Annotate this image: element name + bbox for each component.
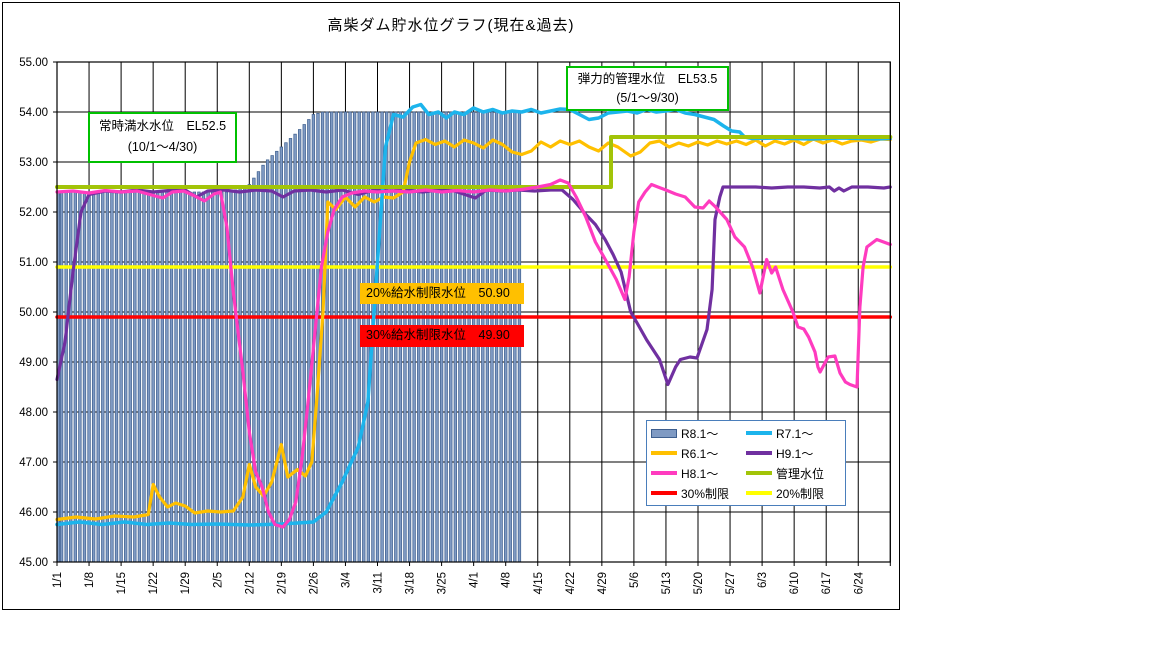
x-tick-label: 6/17 bbox=[821, 572, 833, 594]
y-tick-label: 45.00 bbox=[19, 557, 48, 569]
y-tick-label: 55.00 bbox=[19, 57, 48, 69]
legend-swatch-h8 bbox=[651, 471, 677, 475]
legend-swatch-h9 bbox=[746, 451, 772, 455]
x-tick-label: 1/22 bbox=[148, 572, 160, 594]
legend-item-h8: H8.1～ bbox=[651, 465, 746, 482]
legend-item-control-level: 管理水位 bbox=[746, 465, 841, 482]
x-tick-label: 6/10 bbox=[789, 572, 801, 594]
annotation-flexible-level-line1: 弾力的管理水位 EL53.5 bbox=[577, 72, 718, 86]
y-tick-label: 49.00 bbox=[19, 357, 48, 369]
x-tick-label: 2/5 bbox=[212, 572, 224, 588]
x-tick-label: 3/11 bbox=[373, 572, 385, 594]
x-tick-label: 5/6 bbox=[629, 572, 641, 588]
x-tick-label: 6/3 bbox=[757, 572, 769, 588]
legend-swatch-r6 bbox=[651, 451, 677, 455]
annotation-normal-full-level-line1: 常時満水水位 EL52.5 bbox=[98, 119, 227, 133]
x-tick-label: 5/20 bbox=[693, 572, 705, 594]
y-tick-label: 48.00 bbox=[19, 407, 48, 419]
label-30pct-restriction-level: 30%給水制限水位 49.90 bbox=[360, 325, 524, 347]
legend-label-r8: R8.1～ bbox=[681, 426, 719, 441]
legend-label-h9: H9.1～ bbox=[776, 446, 814, 461]
x-tick-label: 4/8 bbox=[501, 572, 513, 588]
annotation-flexible-level: 弾力的管理水位 EL53.5 (5/1～9/30) bbox=[566, 66, 729, 111]
legend-item-r6: R6.1～ bbox=[651, 445, 746, 462]
legend-item-30pct: 30%制限 bbox=[651, 485, 746, 502]
x-tick-label: 1/29 bbox=[180, 572, 192, 594]
legend-label-20pct: 20%制限 bbox=[776, 486, 825, 501]
x-tick-label: 4/22 bbox=[565, 572, 577, 594]
legend-label-r7: R7.1～ bbox=[776, 426, 814, 441]
legend-swatch-r7 bbox=[746, 431, 772, 435]
x-tick-label: 4/1 bbox=[469, 572, 481, 588]
y-tick-label: 50.00 bbox=[19, 307, 48, 319]
chart-title: 高柴ダム貯水位グラフ(現在&過去) bbox=[327, 17, 575, 34]
annotation-normal-full-level: 常時満水水位 EL52.5 (10/1～4/30) bbox=[88, 112, 237, 163]
y-tick-label: 54.00 bbox=[19, 107, 48, 119]
legend-item-20pct: 20%制限 bbox=[746, 485, 841, 502]
y-tick-label: 51.00 bbox=[19, 257, 48, 269]
x-tick-label: 6/24 bbox=[853, 571, 865, 594]
annotation-flexible-level-line2: (5/1～9/30) bbox=[616, 91, 679, 106]
legend-item-r8: R8.1～ bbox=[651, 425, 746, 442]
legend-swatch-r8 bbox=[651, 428, 677, 438]
legend-item-r7: R7.1～ bbox=[746, 425, 841, 442]
legend-swatch-20pct bbox=[746, 491, 772, 495]
legend-swatch-30pct bbox=[651, 491, 677, 495]
x-tick-label: 2/26 bbox=[308, 572, 320, 594]
y-tick-label: 53.00 bbox=[19, 157, 48, 169]
y-tick-label: 46.00 bbox=[19, 507, 48, 519]
legend-label-h8: H8.1～ bbox=[681, 466, 719, 481]
y-tick-label: 47.00 bbox=[19, 457, 48, 469]
x-tick-label: 2/19 bbox=[276, 572, 288, 594]
label-20pct-restriction-level: 20%給水制限水位 50.90 bbox=[360, 283, 524, 304]
x-tick-label: 1/8 bbox=[84, 572, 96, 588]
legend-label-control-level: 管理水位 bbox=[776, 466, 825, 481]
x-tick-label: 1/1 bbox=[52, 572, 64, 588]
x-tick-label: 3/18 bbox=[405, 572, 417, 594]
x-tick-label: 3/25 bbox=[437, 572, 449, 594]
x-tick-label: 5/27 bbox=[725, 572, 737, 594]
annotation-normal-full-level-line2: (10/1～4/30) bbox=[127, 140, 198, 155]
legend-item-h9: H9.1～ bbox=[746, 445, 841, 462]
x-tick-label: 3/4 bbox=[340, 571, 352, 588]
x-tick-label: 5/13 bbox=[661, 572, 673, 594]
legend-swatch-control-level bbox=[746, 471, 772, 475]
legend-label-r6: R6.1～ bbox=[681, 446, 719, 461]
x-tick-label: 1/15 bbox=[116, 572, 128, 594]
legend-label-30pct: 30%制限 bbox=[681, 486, 730, 501]
x-tick-label: 4/15 bbox=[533, 572, 545, 594]
x-tick-label: 4/29 bbox=[597, 572, 609, 594]
legend: R8.1～ R7.1～ R6.1～ H9.1～ H8.1～ 管理水位 30%制限 bbox=[646, 420, 846, 506]
x-tick-label: 2/12 bbox=[244, 572, 256, 594]
y-tick-label: 52.00 bbox=[19, 207, 48, 219]
